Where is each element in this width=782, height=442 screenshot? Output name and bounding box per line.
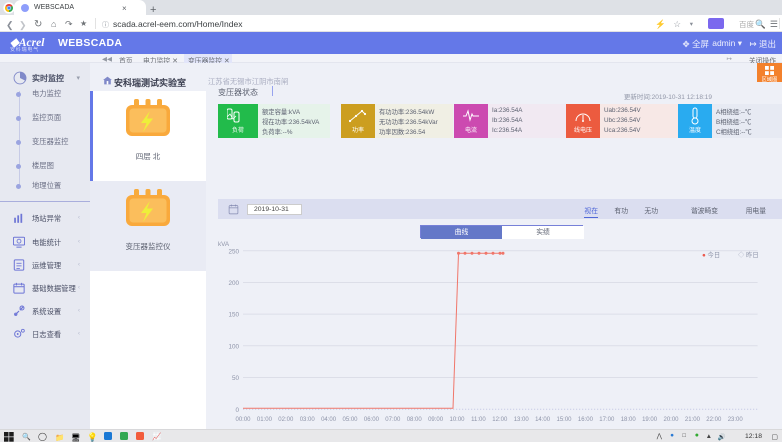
svg-text:50: 50 bbox=[232, 375, 240, 382]
svg-text:16:00: 16:00 bbox=[578, 417, 594, 423]
svg-text:23:00: 23:00 bbox=[728, 417, 744, 423]
svg-text:15:00: 15:00 bbox=[556, 417, 572, 423]
svg-text:08:00: 08:00 bbox=[407, 417, 423, 423]
svg-text:200: 200 bbox=[228, 280, 239, 287]
svg-text:10:00: 10:00 bbox=[449, 417, 465, 423]
svg-text:20:00: 20:00 bbox=[663, 417, 679, 423]
svg-text:19:00: 19:00 bbox=[642, 417, 658, 423]
svg-text:100: 100 bbox=[228, 343, 239, 350]
svg-text:00:00: 00:00 bbox=[235, 417, 251, 423]
svg-text:12:00: 12:00 bbox=[492, 417, 508, 423]
svg-text:22:00: 22:00 bbox=[706, 417, 722, 423]
svg-text:250: 250 bbox=[228, 248, 239, 255]
svg-text:09:00: 09:00 bbox=[428, 417, 444, 423]
svg-text:11:00: 11:00 bbox=[471, 417, 486, 423]
svg-text:03:00: 03:00 bbox=[300, 417, 316, 423]
svg-text:05:00: 05:00 bbox=[342, 417, 358, 423]
svg-text:02:00: 02:00 bbox=[278, 417, 294, 423]
svg-text:06:00: 06:00 bbox=[364, 417, 380, 423]
svg-text:01:00: 01:00 bbox=[257, 417, 273, 423]
svg-text:150: 150 bbox=[228, 312, 239, 319]
svg-text:07:00: 07:00 bbox=[385, 417, 401, 423]
svg-text:18:00: 18:00 bbox=[621, 417, 637, 423]
svg-text:21:00: 21:00 bbox=[685, 417, 701, 423]
svg-text:13:00: 13:00 bbox=[514, 417, 530, 423]
svg-text:0: 0 bbox=[235, 407, 239, 414]
svg-text:04:00: 04:00 bbox=[321, 417, 337, 423]
svg-text:14:00: 14:00 bbox=[535, 417, 551, 423]
svg-text:17:00: 17:00 bbox=[599, 417, 615, 423]
